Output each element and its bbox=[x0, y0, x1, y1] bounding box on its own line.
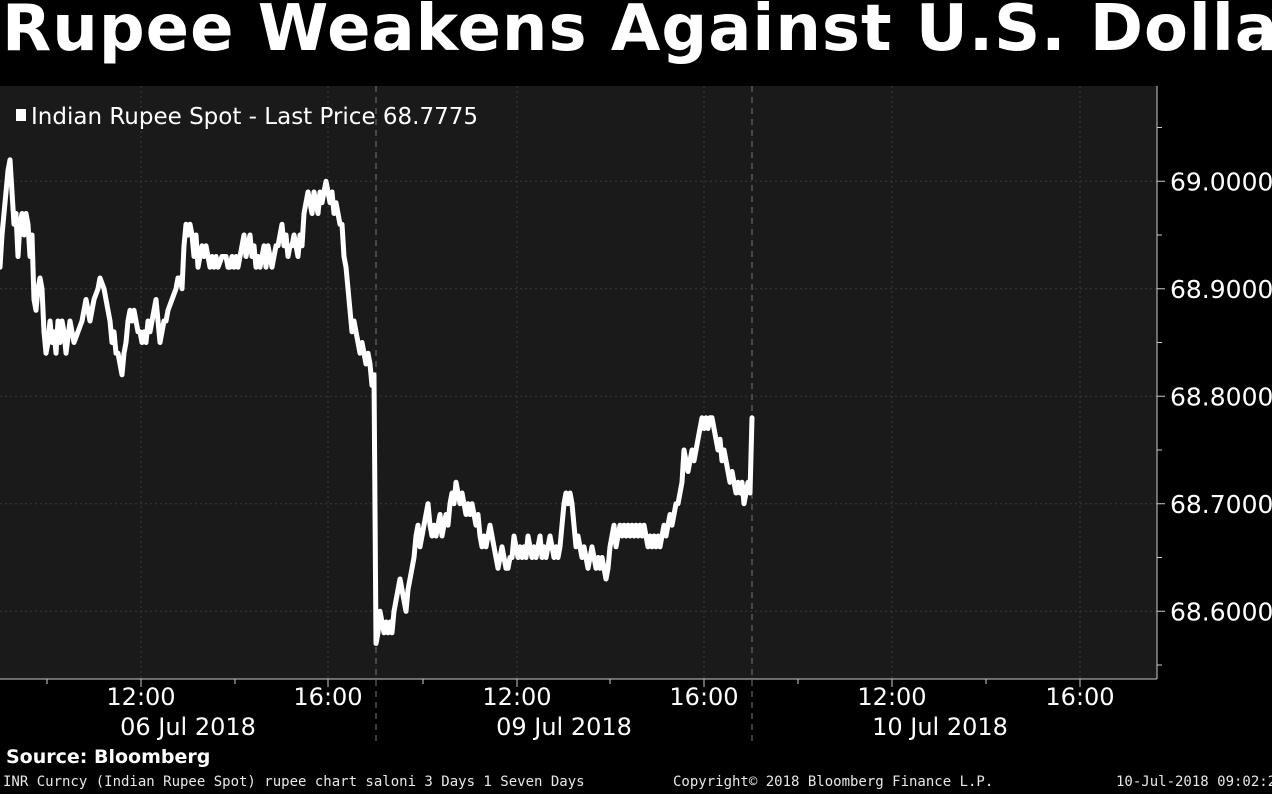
x-time-label: 12:00 bbox=[857, 683, 926, 711]
y-tick-label: 68.7000 bbox=[1170, 490, 1272, 519]
y-tick-label: 69.0000 bbox=[1170, 167, 1272, 196]
y-tick-label: 68.9000 bbox=[1170, 275, 1272, 304]
x-axis-area bbox=[0, 679, 1157, 743]
x-time-label: 12:00 bbox=[106, 683, 175, 711]
x-date-label: 09 Jul 2018 bbox=[496, 713, 632, 741]
x-time-label: 16:00 bbox=[1045, 683, 1114, 711]
legend: Indian Rupee Spot - Last Price 68.7775 bbox=[16, 104, 478, 130]
x-time-label: 12:00 bbox=[482, 683, 551, 711]
x-date-label: 10 Jul 2018 bbox=[872, 713, 1008, 741]
y-axis-labels: 69.0000 68.9000 68.8000 68.7000 68.6000 bbox=[1157, 127, 1272, 666]
series-line bbox=[0, 157, 755, 646]
x-axis-labels: 12:00 16:00 12:00 16:00 12:00 16:00 06 Jul 201… bbox=[46, 679, 1115, 741]
x-time-label: 16:00 bbox=[293, 683, 362, 711]
x-time-label: 16:00 bbox=[669, 683, 738, 711]
y-tick-label: 68.8000 bbox=[1170, 382, 1272, 411]
footer-left: INR Curncy (Indian Rupee Spot) rupee cha… bbox=[3, 774, 585, 790]
footer-copyright: Copyright© 2018 Bloomberg Finance L.P. bbox=[673, 774, 994, 790]
chart-title: Rupee Weakens Against U.S. Dollar bbox=[2, 0, 1272, 66]
legend-label: Indian Rupee Spot - Last Price 68.7775 bbox=[31, 104, 478, 130]
plot-area bbox=[0, 86, 1157, 679]
x-date-label: 06 Jul 2018 bbox=[120, 713, 256, 741]
y-tick-label: 68.6000 bbox=[1170, 597, 1272, 626]
axis-area bbox=[1157, 86, 1272, 679]
grid-lines bbox=[0, 86, 1158, 743]
footer-timestamp: 10-Jul-2018 09:02:29 bbox=[1116, 774, 1272, 790]
source-label: Source: Bloomberg bbox=[6, 746, 211, 768]
legend-swatch bbox=[16, 109, 26, 121]
